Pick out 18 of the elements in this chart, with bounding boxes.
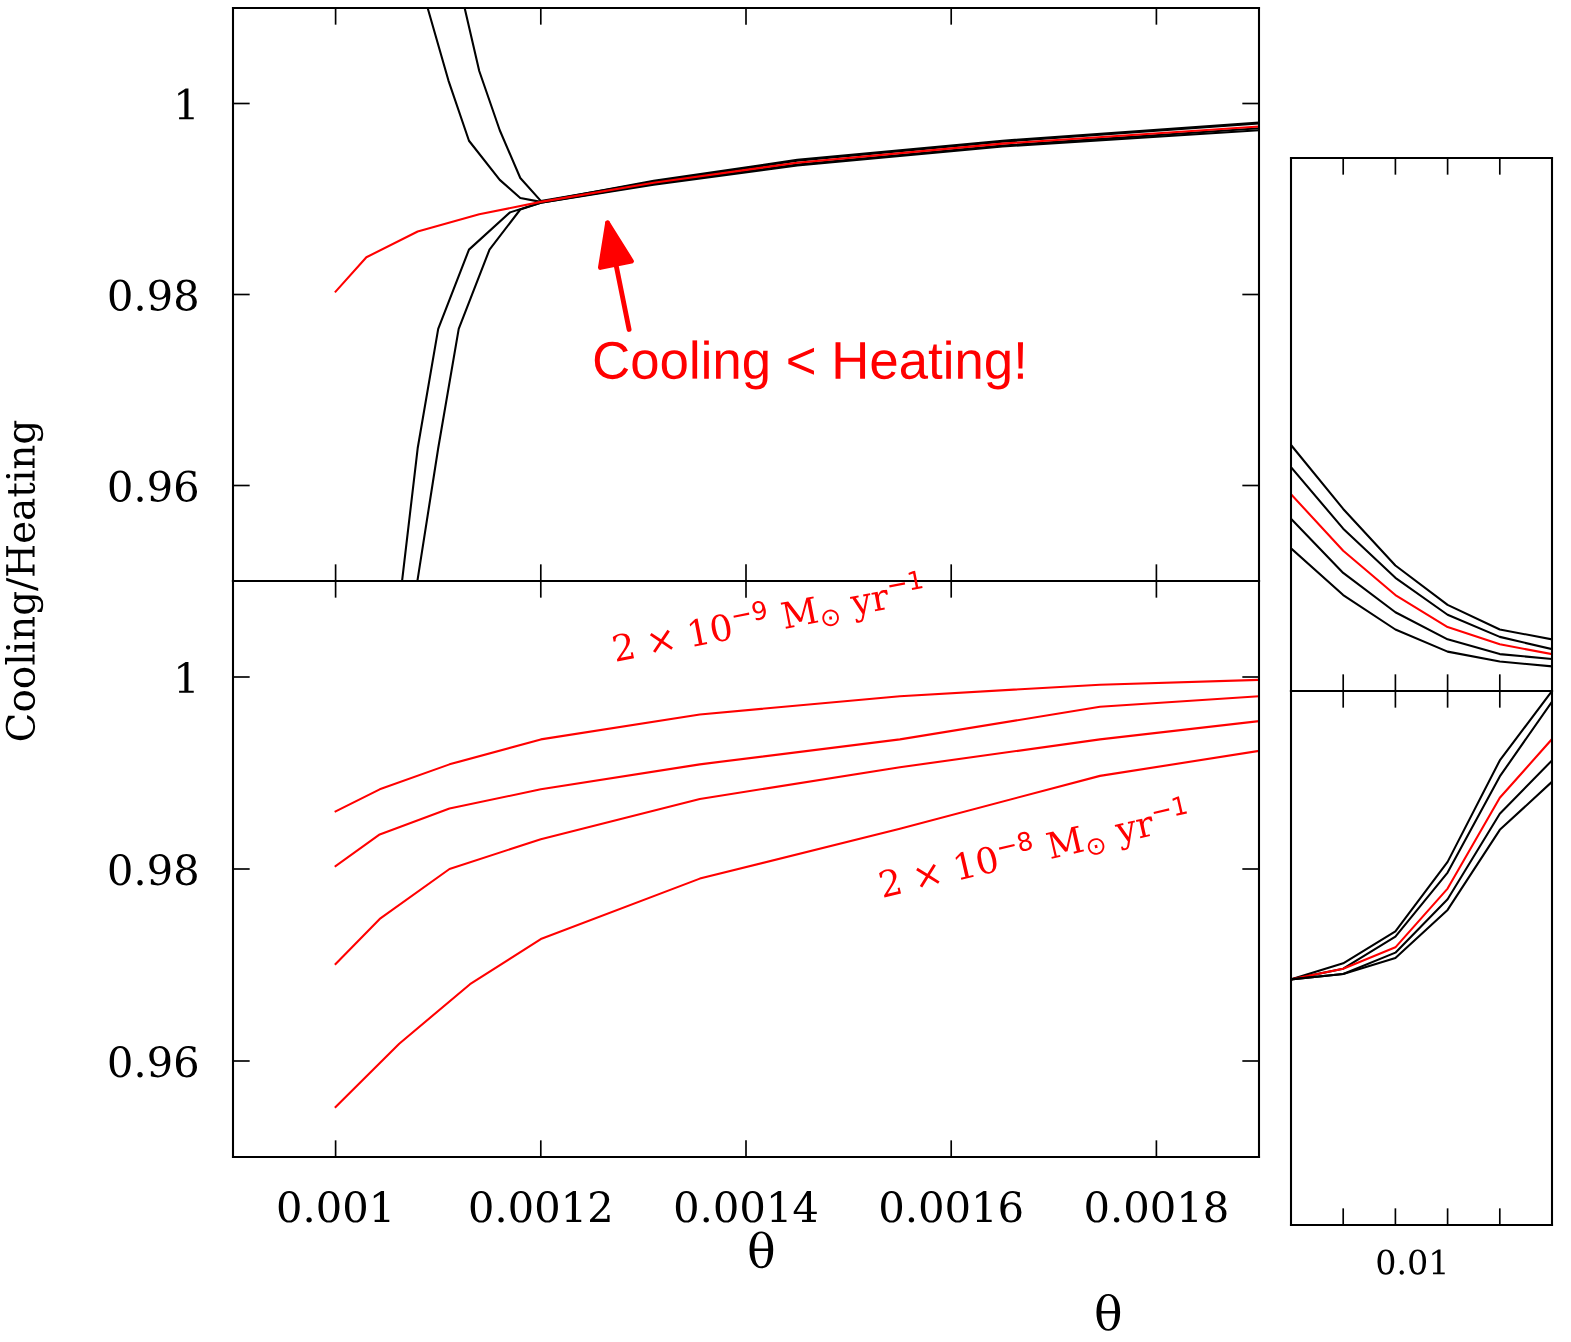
annotation: Cooling < Heating! <box>594 340 1024 390</box>
y-tick-label: 0.96 <box>109 470 198 502</box>
x-axis-title: θ <box>749 1231 774 1269</box>
x-tick-label: 0.0018 <box>1086 1191 1227 1223</box>
annotation: 2 × 10$^{−8}$ M$_{⊙}$ yr$^{−1}$ <box>877 795 1192 906</box>
x-tick-label: 0.001 <box>278 1191 390 1223</box>
x-tick-label: 0.0014 <box>675 1191 817 1223</box>
y-axis-title: Cooling/Heating <box>5 420 44 741</box>
y-tick-label: 0.96 <box>109 1045 198 1078</box>
y-tick-label: 1 <box>178 661 194 693</box>
text: 0.01 <box>1377 1249 1445 1275</box>
y-tick-label: 0.98 <box>109 853 197 886</box>
annotation: 2 × 10$^{−9}$ M$_{⊙}$ yr$^{−1}$ <box>611 569 927 670</box>
x-tick-label: 0.0016 <box>881 1191 1022 1223</box>
x-tick-label: 0.0012 <box>470 1191 610 1223</box>
y-tick-label: 1 <box>178 88 194 120</box>
x-axis-title: θ <box>1096 1293 1121 1331</box>
y-tick-label: 0.98 <box>109 279 197 311</box>
